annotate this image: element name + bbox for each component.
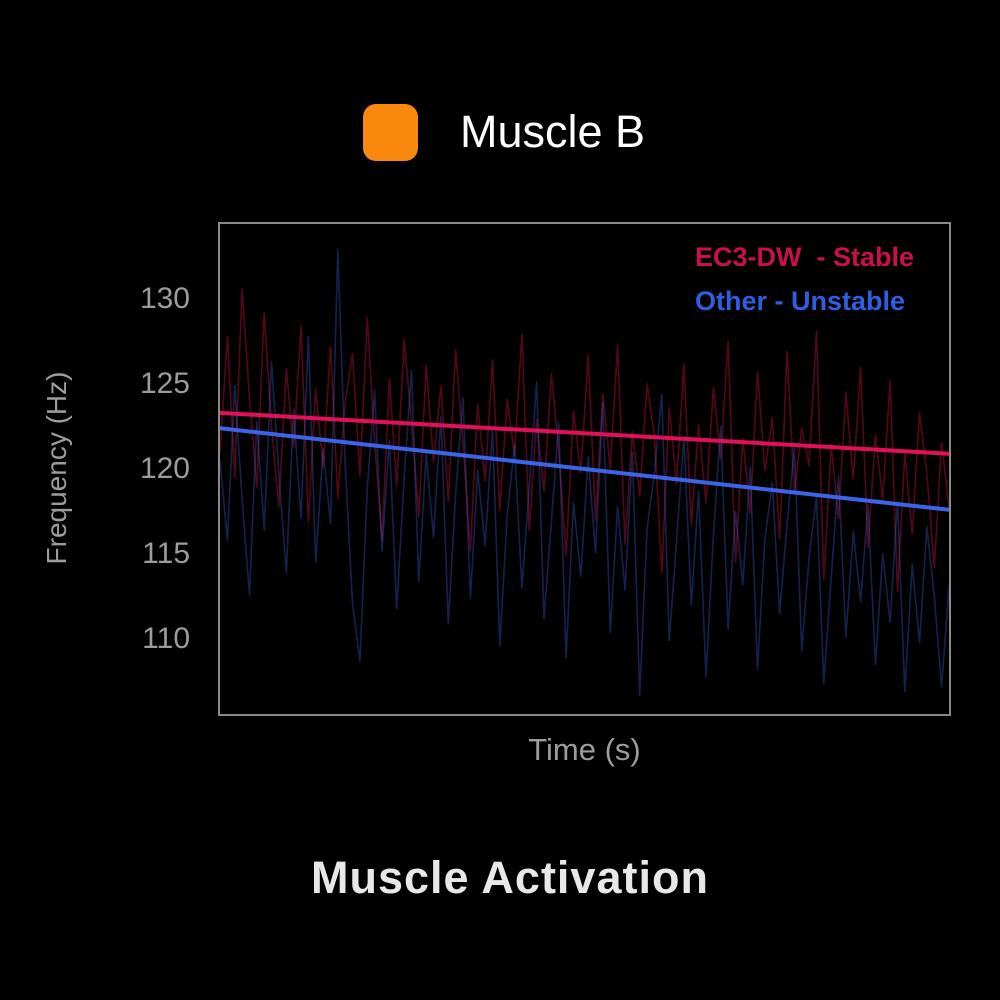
series-other-unstable-trend- [220, 426, 949, 512]
y-axis-title: Frequency (Hz) [41, 371, 72, 565]
x-axis-title: Time (s) [528, 732, 641, 767]
legend-entry-stable: EC3-DW - Stable [695, 242, 915, 272]
muscle-b-swatch-icon [363, 103, 418, 161]
page-title: Muscle Activation [311, 852, 709, 903]
y-tick-label: 125 [139, 366, 190, 400]
top-legend: Muscle B [363, 103, 645, 161]
chart-canvas [220, 248, 949, 697]
series-ec3-dw-stable-trend- [220, 410, 949, 456]
y-tick-label: 120 [139, 452, 190, 485]
chart-plot-area: EC3-DW - Stable Other - Unstable [218, 222, 951, 716]
top-legend-label: Muscle B [460, 106, 646, 157]
legend-entry-unstable: Other - Unstable [695, 286, 906, 316]
y-tick-label: 130 [139, 281, 190, 315]
series-other-raw-signal [220, 248, 949, 697]
series-ec3-dw-raw-signal [220, 287, 949, 593]
chart-legend: EC3-DW - Stable Other - Unstable [695, 242, 914, 316]
y-tick-label: 115 [142, 537, 190, 571]
y-tick-label: 110 [142, 622, 190, 656]
